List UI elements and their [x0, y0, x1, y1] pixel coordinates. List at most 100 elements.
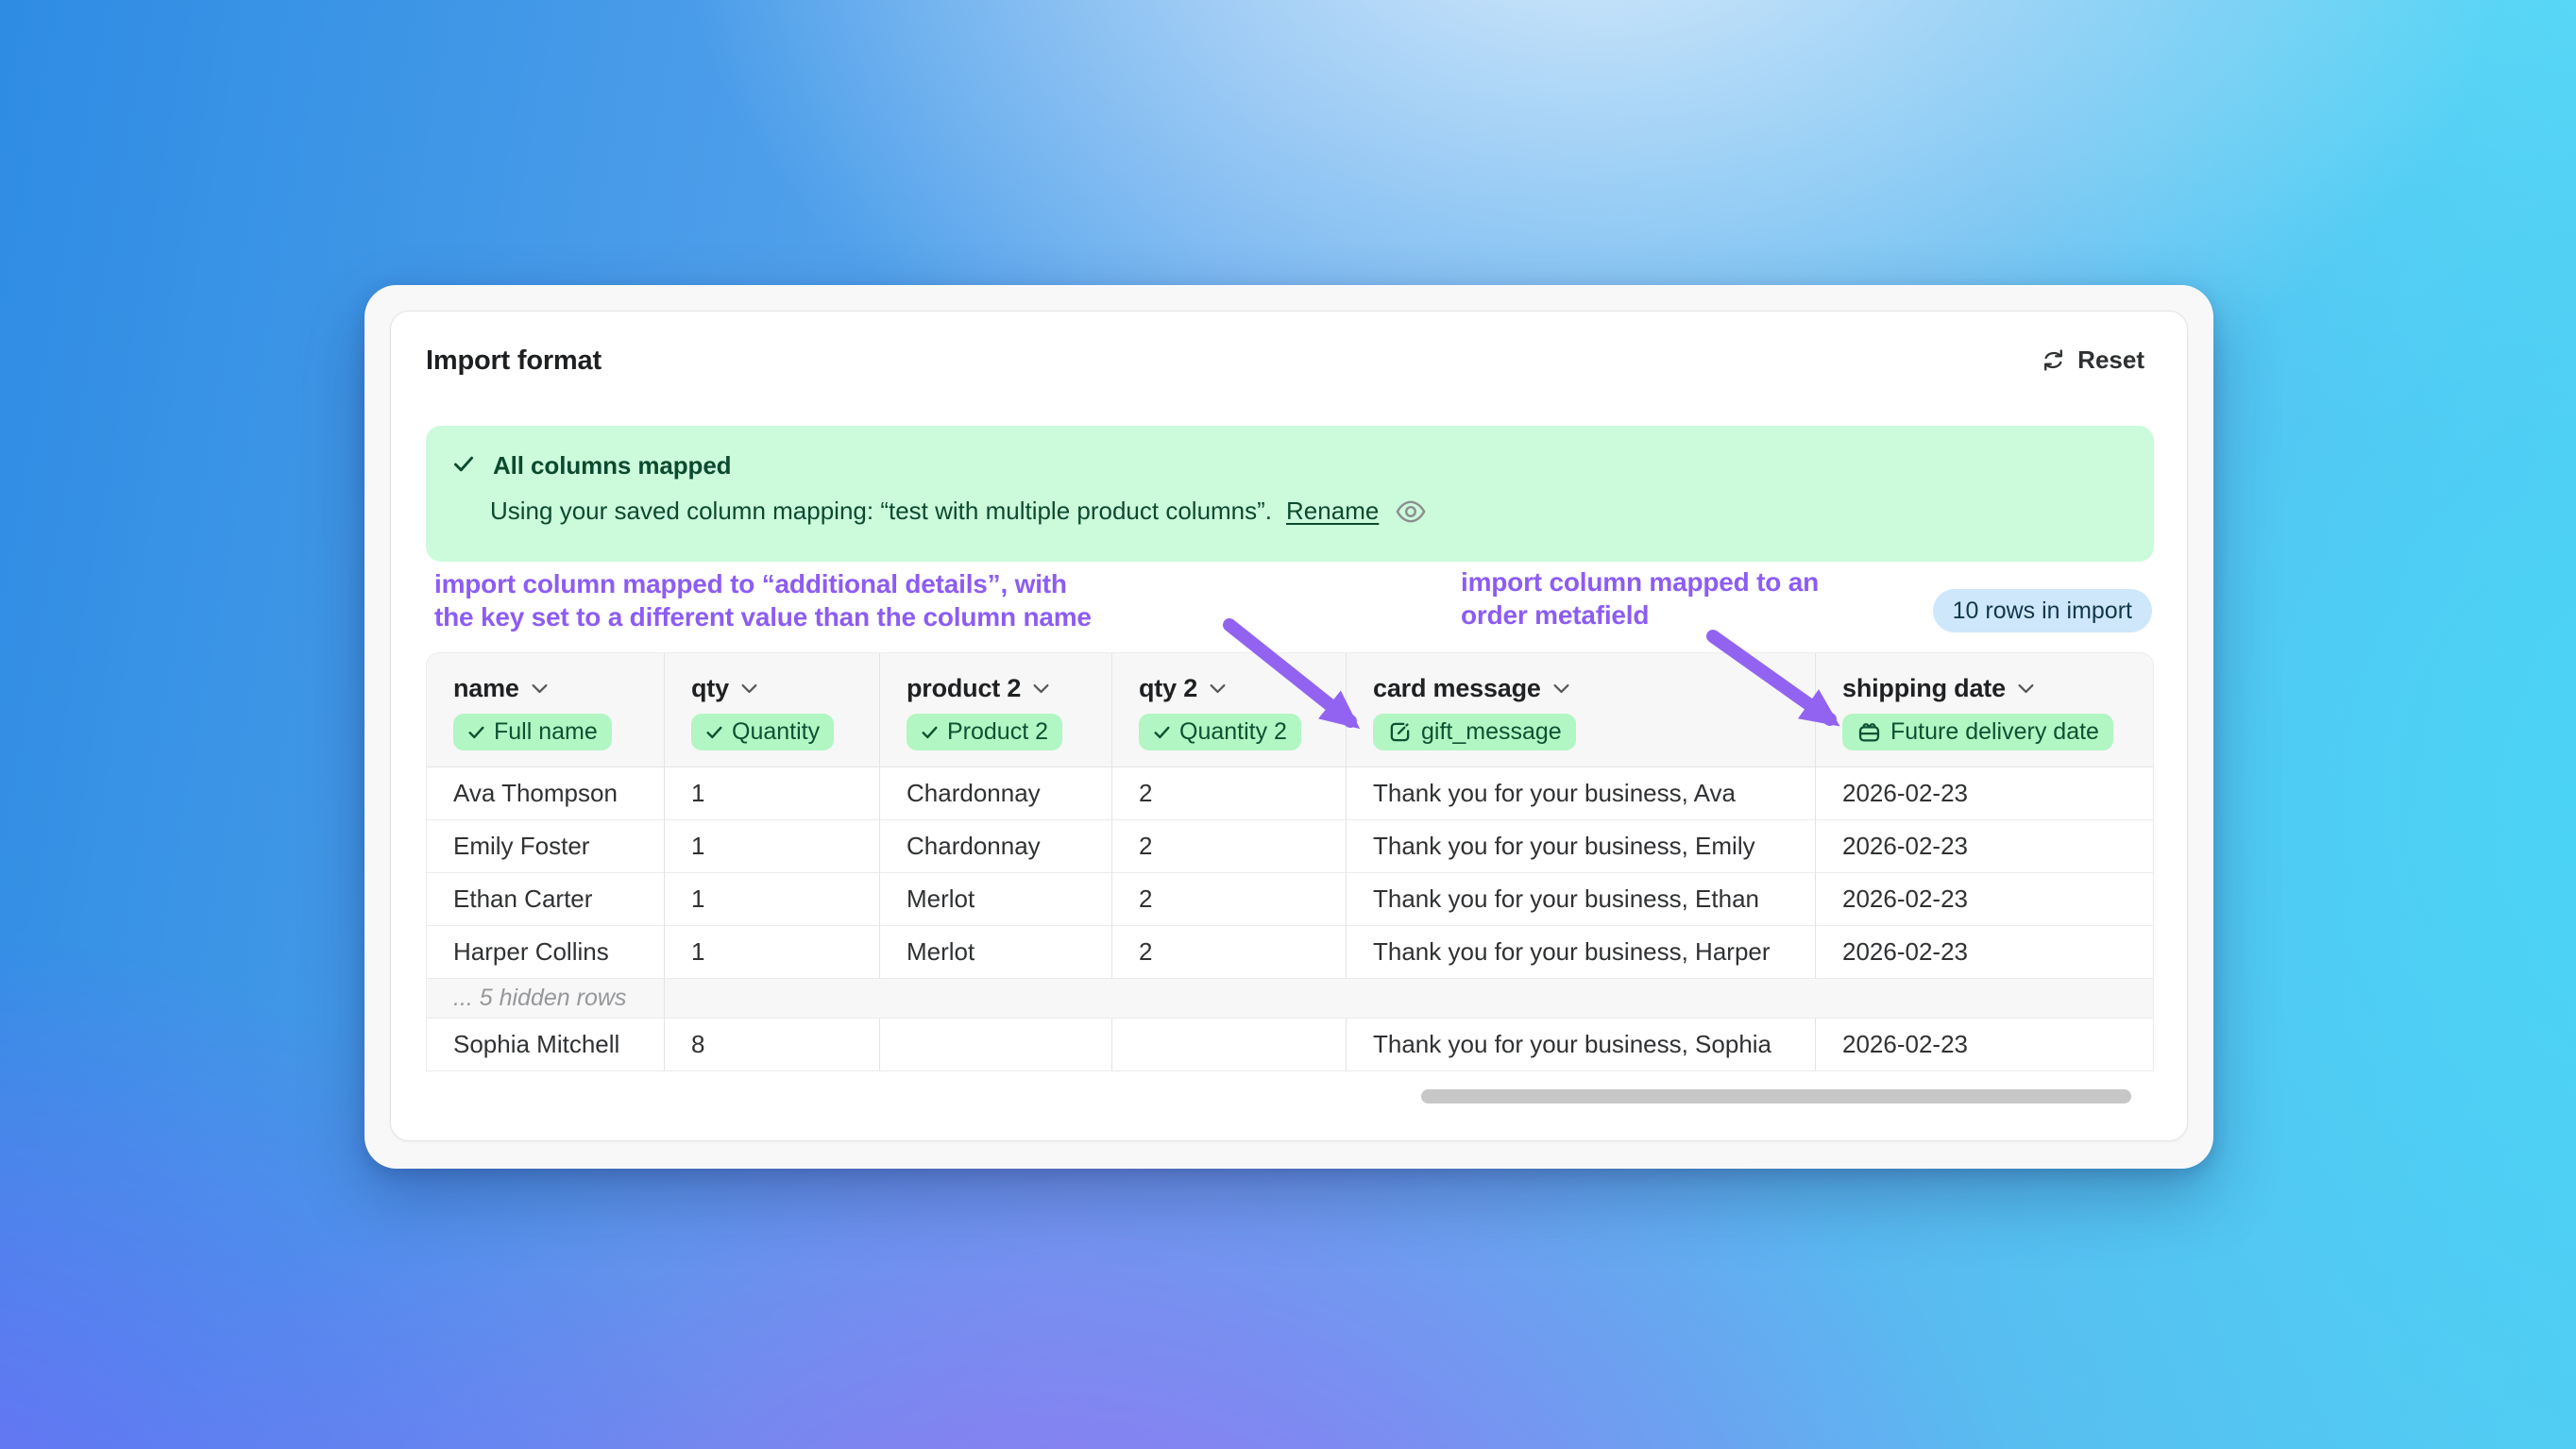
cell-shipping-date: 2026-02-23 [1816, 820, 2153, 873]
mapping-pill-quantity-2[interactable]: Quantity 2 [1139, 714, 1301, 750]
cell-product-2: Merlot [880, 873, 1112, 926]
column-menu-product-2[interactable]: product 2 [907, 672, 1100, 704]
cell-shipping-date: 2026-02-23 [1816, 767, 2153, 820]
cell-qty-2 [1112, 1019, 1347, 1071]
column-header-product-2: product 2 Product 2 [880, 653, 1112, 767]
horizontal-scrollbar-thumb[interactable] [1421, 1089, 2131, 1104]
rows-in-import-badge: 10 rows in import [1932, 589, 2152, 632]
cell-qty-2: 2 [1112, 820, 1347, 873]
table-row: Sophia Mitchell 8 Thank you for your bus… [427, 1019, 2153, 1071]
import-format-card: Import format Reset All colum [390, 311, 2188, 1141]
cell-qty: 1 [665, 767, 880, 820]
column-menu-name[interactable]: name [453, 672, 652, 704]
table-row: Emily Foster 1 Chardonnay 2 Thank you fo… [427, 820, 2153, 873]
metafield-icon [1858, 723, 1880, 742]
column-label: name [453, 673, 519, 702]
import-preview-table: name Full name qty [426, 652, 2154, 1071]
check-icon [922, 726, 938, 739]
mapping-pill-full-name[interactable]: Full name [453, 714, 612, 750]
column-label: shipping date [1842, 673, 2006, 702]
cell-shipping-date: 2026-02-23 [1816, 1019, 2153, 1071]
banner-title: All columns mapped [493, 451, 732, 480]
cell-name: Harper Collins [427, 926, 665, 979]
mapping-pill-quantity[interactable]: Quantity [691, 714, 835, 750]
column-label: card message [1373, 673, 1541, 702]
cell-name: Ethan Carter [427, 873, 665, 926]
mapping-label: gift_message [1421, 718, 1562, 745]
column-menu-card-message[interactable]: card message [1373, 672, 1804, 704]
chevron-down-icon [1210, 683, 1226, 693]
import-format-frame: Import format Reset All colum [364, 285, 2213, 1169]
cell-qty-2: 2 [1112, 926, 1347, 979]
mapping-label: Product 2 [947, 718, 1049, 745]
cell-qty: 1 [665, 873, 880, 926]
cell-name: Ava Thompson [427, 767, 665, 820]
mapping-pill-future-delivery-date[interactable]: Future delivery date [1842, 714, 2113, 750]
annotation-order-metafield: import column mapped to an order metafie… [1461, 565, 1819, 632]
chevron-down-icon [1553, 683, 1569, 693]
check-icon [706, 726, 722, 739]
cell-product-2: Chardonnay [880, 767, 1112, 820]
cell-card-message: Thank you for your business, Ava [1347, 767, 1816, 820]
chevron-down-icon [1033, 683, 1049, 693]
column-menu-shipping-date[interactable]: shipping date [1842, 672, 2142, 704]
mapping-label: Quantity 2 [1179, 718, 1287, 745]
column-header-name: name Full name [427, 653, 665, 767]
table-row: Ava Thompson 1 Chardonnay 2 Thank you fo… [427, 767, 2153, 820]
column-header-card-message: card message gift_message [1347, 653, 1816, 767]
page-title: Import format [426, 345, 602, 376]
cell-qty: 8 [665, 1019, 880, 1071]
chevron-down-icon [532, 683, 548, 693]
table-row: Ethan Carter 1 Merlot 2 Thank you for yo… [427, 873, 2153, 926]
cell-qty-2: 2 [1112, 767, 1347, 820]
chevron-down-icon [741, 683, 757, 693]
mapping-label: Quantity [732, 718, 821, 745]
check-icon [452, 452, 475, 480]
reset-button[interactable]: Reset [2033, 340, 2152, 380]
cell-qty: 1 [665, 820, 880, 873]
reset-icon [2041, 347, 2066, 373]
cell-shipping-date: 2026-02-23 [1816, 926, 2153, 979]
cell-product-2: Merlot [880, 926, 1112, 979]
check-icon [1154, 726, 1170, 739]
mapping-pill-product-2[interactable]: Product 2 [907, 714, 1063, 750]
column-menu-qty[interactable]: qty [691, 672, 868, 704]
cell-card-message: Thank you for your business, Harper [1347, 926, 1816, 979]
column-header-qty-2: qty 2 Quantity 2 [1112, 653, 1347, 767]
cell-product-2: Chardonnay [880, 820, 1112, 873]
cell-name: Sophia Mitchell [427, 1019, 665, 1071]
hidden-rows-band: ... 5 hidden rows [427, 979, 2153, 1019]
edit-icon [1390, 722, 1410, 742]
mapping-label: Full name [494, 718, 598, 745]
cell-card-message: Thank you for your business, Sophia [1347, 1019, 1816, 1071]
mapping-pill-gift-message[interactable]: gift_message [1373, 714, 1576, 750]
cell-qty: 1 [665, 926, 880, 979]
column-label: qty 2 [1139, 673, 1198, 702]
column-menu-qty-2[interactable]: qty 2 [1139, 672, 1334, 704]
column-label: qty [691, 673, 729, 702]
annotation-left-line2: the key set to a different value than th… [434, 602, 1092, 632]
cell-qty-2: 2 [1112, 873, 1347, 926]
hidden-rows-label: ... 5 hidden rows [427, 979, 665, 1019]
table-row: Harper Collins 1 Merlot 2 Thank you for … [427, 926, 2153, 979]
rename-link[interactable]: Rename [1286, 497, 1380, 525]
cell-card-message: Thank you for your business, Ethan [1347, 873, 1816, 926]
column-label: product 2 [907, 673, 1022, 702]
chevron-down-icon [2018, 683, 2034, 693]
cell-name: Emily Foster [427, 820, 665, 873]
cell-card-message: Thank you for your business, Emily [1347, 820, 1816, 873]
check-icon [468, 726, 484, 739]
annotation-additional-details: import column mapped to “additional deta… [434, 567, 1092, 633]
annotation-right-line1: import column mapped to an [1461, 567, 1820, 597]
table-header-row: name Full name qty [427, 653, 2153, 767]
column-header-shipping-date: shipping date Future delive [1816, 653, 2153, 767]
cell-product-2 [880, 1019, 1112, 1071]
eye-icon[interactable] [1395, 499, 1427, 524]
mapping-label: Future delivery date [1890, 718, 2099, 745]
reset-label: Reset [2077, 345, 2144, 374]
column-header-qty: qty Quantity [665, 653, 880, 767]
banner-message: Using your saved column mapping: “test w… [490, 497, 1273, 525]
cell-shipping-date: 2026-02-23 [1816, 873, 2153, 926]
annotation-right-line2: order metafield [1461, 600, 1650, 630]
